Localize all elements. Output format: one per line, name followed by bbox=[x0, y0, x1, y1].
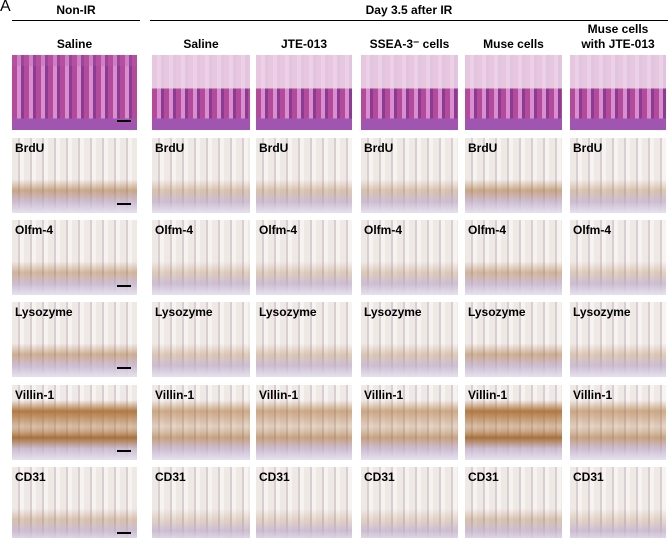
stain-label: BrdU bbox=[15, 141, 45, 155]
micrograph bbox=[570, 55, 666, 130]
micrograph: BrdU bbox=[256, 138, 352, 213]
stain-label: BrdU bbox=[364, 141, 394, 155]
column-label: Muse cells bbox=[483, 37, 544, 51]
micrograph: Lysozyme bbox=[570, 302, 666, 377]
stain-label: Olfm-4 bbox=[573, 223, 612, 237]
stain-label: CD31 bbox=[155, 470, 186, 484]
stain-label: Olfm-4 bbox=[468, 223, 507, 237]
stain-label: CD31 bbox=[468, 470, 499, 484]
micrograph: Olfm-4 bbox=[256, 220, 352, 295]
stain-label: Lysozyme bbox=[259, 305, 317, 319]
micrograph bbox=[12, 55, 137, 130]
micrograph: Villin-1 bbox=[465, 385, 562, 460]
stain-label: Villin-1 bbox=[573, 388, 613, 402]
micrograph: Lysozyme bbox=[256, 302, 352, 377]
stain-label: Olfm-4 bbox=[155, 223, 194, 237]
stain-label: CD31 bbox=[259, 470, 290, 484]
micrograph: CD31 bbox=[570, 467, 666, 538]
stain-label: Olfm-4 bbox=[15, 223, 54, 237]
micrograph bbox=[256, 55, 352, 130]
micrograph: Olfm-4 bbox=[12, 220, 137, 295]
panel-label: A bbox=[0, 0, 11, 15]
stain-label: CD31 bbox=[364, 470, 395, 484]
micrograph: Olfm-4 bbox=[361, 220, 458, 295]
micrograph: Lysozyme bbox=[465, 302, 562, 377]
micrograph: BrdU bbox=[465, 138, 562, 213]
micrograph: BrdU bbox=[12, 138, 137, 213]
stain-label: Olfm-4 bbox=[364, 223, 403, 237]
stain-label: BrdU bbox=[155, 141, 185, 155]
micrograph: Olfm-4 bbox=[152, 220, 250, 295]
column-label: SSEA-3⁻ cells bbox=[369, 37, 450, 51]
micrograph: CD31 bbox=[12, 467, 137, 538]
scale-bar bbox=[117, 285, 131, 287]
micrograph: Lysozyme bbox=[361, 302, 458, 377]
micrograph: Villin-1 bbox=[12, 385, 137, 460]
micrograph: BrdU bbox=[570, 138, 666, 213]
micrograph: CD31 bbox=[361, 467, 458, 538]
group-title: Day 3.5 after IR bbox=[365, 3, 453, 17]
micrograph: Villin-1 bbox=[361, 385, 458, 460]
scale-bar bbox=[117, 532, 131, 534]
micrograph bbox=[465, 55, 562, 130]
micrograph: Lysozyme bbox=[12, 302, 137, 377]
stain-label: Villin-1 bbox=[364, 388, 404, 402]
stain-label: Olfm-4 bbox=[259, 223, 298, 237]
scale-bar bbox=[117, 120, 131, 122]
micrograph: CD31 bbox=[152, 467, 250, 538]
micrograph: BrdU bbox=[361, 138, 458, 213]
micrograph: CD31 bbox=[465, 467, 562, 538]
micrograph bbox=[361, 55, 458, 130]
stain-label: Villin-1 bbox=[15, 388, 55, 402]
micrograph: BrdU bbox=[152, 138, 250, 213]
micrograph: CD31 bbox=[256, 467, 352, 538]
group-title: Non-IR bbox=[56, 3, 96, 17]
stain-label: BrdU bbox=[259, 141, 289, 155]
stain-label: Lysozyme bbox=[364, 305, 422, 319]
stain-label: Lysozyme bbox=[573, 305, 631, 319]
stain-label: BrdU bbox=[573, 141, 603, 155]
micrograph: Villin-1 bbox=[570, 385, 666, 460]
micrograph: Villin-1 bbox=[256, 385, 352, 460]
scale-bar bbox=[117, 367, 131, 369]
stain-label: Villin-1 bbox=[155, 388, 195, 402]
stain-label: Villin-1 bbox=[468, 388, 508, 402]
column-label: Saline bbox=[56, 37, 93, 51]
scale-bar bbox=[117, 450, 131, 452]
column-label: Muse cells with JTE-013 bbox=[581, 22, 655, 51]
column-label: Saline bbox=[183, 37, 219, 51]
stain-label: Lysozyme bbox=[155, 305, 213, 319]
group-line bbox=[12, 20, 140, 21]
scale-bar bbox=[117, 203, 131, 205]
group-line bbox=[150, 20, 668, 21]
stain-label: CD31 bbox=[573, 470, 604, 484]
micrograph: Olfm-4 bbox=[570, 220, 666, 295]
stain-label: Lysozyme bbox=[15, 305, 73, 319]
stain-label: Villin-1 bbox=[259, 388, 299, 402]
stain-label: Lysozyme bbox=[468, 305, 526, 319]
micrograph: Villin-1 bbox=[152, 385, 250, 460]
micrograph: Olfm-4 bbox=[465, 220, 562, 295]
micrograph: Lysozyme bbox=[152, 302, 250, 377]
micrograph bbox=[152, 55, 250, 130]
column-label: JTE-013 bbox=[280, 37, 328, 51]
stain-label: CD31 bbox=[15, 470, 46, 484]
stain-label: BrdU bbox=[468, 141, 498, 155]
